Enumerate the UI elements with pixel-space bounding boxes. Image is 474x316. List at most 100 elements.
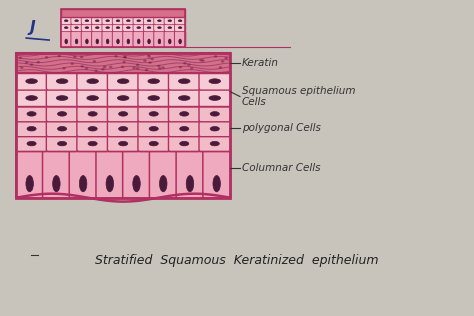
Ellipse shape (123, 56, 127, 58)
FancyBboxPatch shape (144, 17, 155, 25)
Ellipse shape (157, 65, 161, 67)
Text: Columnar Cells: Columnar Cells (242, 163, 320, 173)
Ellipse shape (147, 20, 151, 21)
Ellipse shape (221, 60, 224, 63)
Ellipse shape (137, 27, 140, 28)
FancyBboxPatch shape (112, 24, 124, 32)
FancyBboxPatch shape (61, 17, 72, 25)
Ellipse shape (117, 39, 119, 44)
Ellipse shape (53, 175, 60, 192)
Text: Keratin: Keratin (242, 58, 279, 68)
FancyBboxPatch shape (46, 106, 78, 122)
FancyBboxPatch shape (138, 136, 170, 152)
Ellipse shape (64, 20, 68, 21)
Ellipse shape (118, 112, 128, 116)
FancyBboxPatch shape (123, 17, 134, 25)
Ellipse shape (143, 59, 147, 62)
Ellipse shape (180, 141, 189, 146)
FancyBboxPatch shape (102, 31, 113, 47)
Ellipse shape (95, 20, 99, 21)
Ellipse shape (64, 27, 68, 28)
Ellipse shape (201, 59, 205, 62)
Ellipse shape (190, 67, 193, 70)
Ellipse shape (88, 112, 97, 116)
FancyBboxPatch shape (108, 106, 139, 122)
Ellipse shape (57, 112, 67, 116)
FancyBboxPatch shape (77, 89, 109, 107)
Ellipse shape (88, 126, 97, 131)
FancyBboxPatch shape (199, 89, 230, 107)
Ellipse shape (80, 56, 83, 58)
FancyBboxPatch shape (16, 150, 44, 198)
Ellipse shape (148, 39, 150, 44)
Text: polygonal Cells: polygonal Cells (242, 123, 321, 133)
FancyBboxPatch shape (168, 89, 200, 107)
Ellipse shape (118, 126, 128, 131)
Ellipse shape (209, 79, 220, 83)
Ellipse shape (86, 39, 88, 44)
Ellipse shape (114, 55, 118, 58)
FancyBboxPatch shape (96, 150, 124, 198)
FancyBboxPatch shape (77, 106, 109, 122)
FancyBboxPatch shape (199, 106, 230, 122)
Ellipse shape (25, 61, 28, 64)
Ellipse shape (149, 126, 158, 131)
Ellipse shape (116, 27, 120, 28)
Ellipse shape (150, 58, 154, 60)
Ellipse shape (145, 69, 148, 71)
Ellipse shape (118, 79, 129, 83)
Ellipse shape (147, 27, 151, 28)
Ellipse shape (85, 20, 89, 21)
Ellipse shape (179, 66, 182, 69)
Bar (16, 53, 230, 197)
Ellipse shape (219, 66, 222, 69)
FancyBboxPatch shape (144, 24, 155, 32)
Ellipse shape (103, 66, 106, 68)
Ellipse shape (26, 96, 37, 100)
FancyBboxPatch shape (123, 150, 150, 198)
Ellipse shape (186, 175, 194, 192)
FancyBboxPatch shape (108, 72, 139, 90)
FancyBboxPatch shape (43, 150, 70, 198)
FancyBboxPatch shape (77, 72, 109, 90)
Ellipse shape (101, 68, 105, 70)
Ellipse shape (122, 61, 126, 63)
Ellipse shape (92, 60, 96, 63)
FancyBboxPatch shape (81, 24, 92, 32)
FancyBboxPatch shape (133, 31, 145, 47)
Ellipse shape (157, 27, 161, 28)
Ellipse shape (116, 20, 120, 21)
FancyBboxPatch shape (81, 31, 92, 47)
Ellipse shape (209, 96, 220, 100)
FancyBboxPatch shape (199, 72, 230, 90)
FancyBboxPatch shape (46, 121, 78, 137)
FancyBboxPatch shape (154, 24, 165, 32)
FancyBboxPatch shape (108, 136, 139, 152)
FancyBboxPatch shape (123, 24, 134, 32)
Ellipse shape (62, 67, 66, 70)
FancyBboxPatch shape (102, 17, 113, 25)
Bar (61, 9, 185, 17)
Ellipse shape (87, 79, 99, 83)
Ellipse shape (137, 39, 140, 44)
FancyBboxPatch shape (164, 17, 175, 25)
Ellipse shape (57, 141, 67, 146)
Ellipse shape (18, 57, 22, 59)
Ellipse shape (149, 141, 158, 146)
Ellipse shape (199, 59, 202, 62)
Ellipse shape (81, 65, 84, 68)
Ellipse shape (187, 64, 191, 66)
Ellipse shape (180, 126, 189, 131)
FancyBboxPatch shape (164, 31, 175, 47)
FancyBboxPatch shape (16, 106, 47, 122)
Ellipse shape (148, 96, 160, 100)
FancyBboxPatch shape (123, 31, 134, 47)
FancyBboxPatch shape (138, 72, 170, 90)
Ellipse shape (158, 67, 162, 70)
Ellipse shape (57, 126, 67, 131)
Ellipse shape (168, 39, 171, 44)
Ellipse shape (168, 20, 172, 21)
Ellipse shape (36, 61, 40, 64)
Ellipse shape (178, 96, 190, 100)
FancyBboxPatch shape (133, 17, 145, 25)
